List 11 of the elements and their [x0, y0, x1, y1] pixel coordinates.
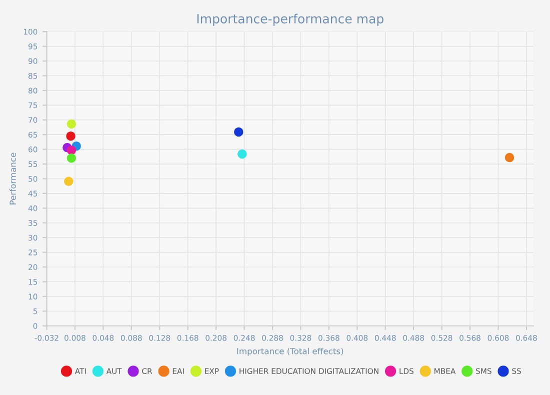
point [504, 152, 514, 162]
chart-title: Importance-performance map [197, 14, 384, 26]
point [234, 127, 244, 137]
point [66, 119, 76, 129]
point [64, 176, 74, 186]
point [66, 146, 76, 155]
point [66, 154, 76, 163]
y-axis-title: Performance [10, 152, 16, 204]
point [66, 131, 76, 141]
point [238, 149, 247, 159]
x-axis-title: Importance (Total effects) [237, 348, 344, 356]
